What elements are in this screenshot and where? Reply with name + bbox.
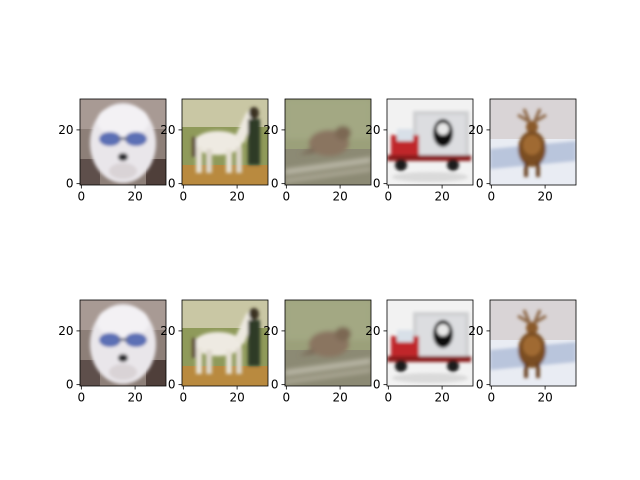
y-tick-label: 20	[468, 123, 483, 137]
subplot-0-0: 0 20 0 20	[58, 98, 167, 204]
dog-image	[80, 300, 166, 386]
truck-image	[387, 300, 473, 386]
axes-frame	[386, 98, 474, 186]
x-tick-label: 0	[180, 391, 188, 405]
axes-frame	[181, 299, 269, 387]
y-tick-label: 0	[476, 378, 484, 392]
y-tick-label: 20	[263, 324, 278, 338]
x-tick-label: 20	[434, 391, 449, 405]
x-tick-label: 20	[537, 391, 552, 405]
horse-image	[182, 300, 268, 386]
subplot-1-1: 0 20 0 20	[160, 299, 269, 405]
x-tick-label: 0	[283, 190, 291, 204]
x-tick-label: 0	[488, 190, 496, 204]
subplot-1-3: 0 20 0 20	[365, 299, 474, 405]
truck-image	[387, 99, 473, 185]
axes-frame	[284, 98, 372, 186]
y-tick-label: 20	[160, 324, 175, 338]
y-tick-label: 0	[373, 378, 381, 392]
x-tick-label: 20	[537, 190, 552, 204]
y-tick-label: 20	[468, 324, 483, 338]
y-tick-label: 0	[168, 177, 176, 191]
subplot-0-2: 0 20 0 20	[263, 98, 372, 204]
dog-image	[80, 99, 166, 185]
subplot-1-0: 0 20 0 20	[58, 299, 167, 405]
subplot-0-1: 0 20 0 20	[160, 98, 269, 204]
x-tick-label: 20	[332, 190, 347, 204]
x-tick-label: 20	[229, 190, 244, 204]
deer-image	[490, 99, 576, 185]
subplot-1-2: 0 20 0 20	[263, 299, 372, 405]
y-tick-label: 0	[66, 177, 74, 191]
axes-frame	[489, 299, 577, 387]
x-tick-label: 0	[283, 391, 291, 405]
y-tick-label: 0	[476, 177, 484, 191]
axes-frame	[79, 299, 167, 387]
deer-image	[490, 300, 576, 386]
axes-frame	[386, 299, 474, 387]
bird-image	[285, 300, 371, 386]
y-tick-label: 20	[58, 324, 73, 338]
x-tick-label: 20	[229, 391, 244, 405]
axes-frame	[79, 98, 167, 186]
subplot-0-3: 0 20 0 20	[365, 98, 474, 204]
x-tick-label: 0	[78, 391, 86, 405]
y-tick-label: 0	[271, 378, 279, 392]
y-tick-label: 20	[365, 324, 380, 338]
axes-frame	[284, 299, 372, 387]
y-tick-label: 0	[373, 177, 381, 191]
x-tick-label: 0	[78, 190, 86, 204]
y-tick-label: 0	[271, 177, 279, 191]
x-tick-label: 0	[385, 190, 393, 204]
x-tick-label: 20	[127, 190, 142, 204]
y-tick-label: 20	[58, 123, 73, 137]
x-tick-label: 0	[385, 391, 393, 405]
x-tick-label: 20	[434, 190, 449, 204]
x-tick-label: 0	[180, 190, 188, 204]
y-tick-label: 0	[66, 378, 74, 392]
x-tick-label: 20	[127, 391, 142, 405]
x-tick-label: 0	[488, 391, 496, 405]
y-tick-label: 20	[160, 123, 175, 137]
bird-image	[285, 99, 371, 185]
y-tick-label: 20	[263, 123, 278, 137]
subplot-1-4: 0 20 0 20	[468, 299, 577, 405]
axes-frame	[489, 98, 577, 186]
subplot-0-4: 0 20 0 20	[468, 98, 577, 204]
axes-frame	[181, 98, 269, 186]
x-tick-label: 20	[332, 391, 347, 405]
horse-image	[182, 99, 268, 185]
y-tick-label: 0	[168, 378, 176, 392]
y-tick-label: 20	[365, 123, 380, 137]
